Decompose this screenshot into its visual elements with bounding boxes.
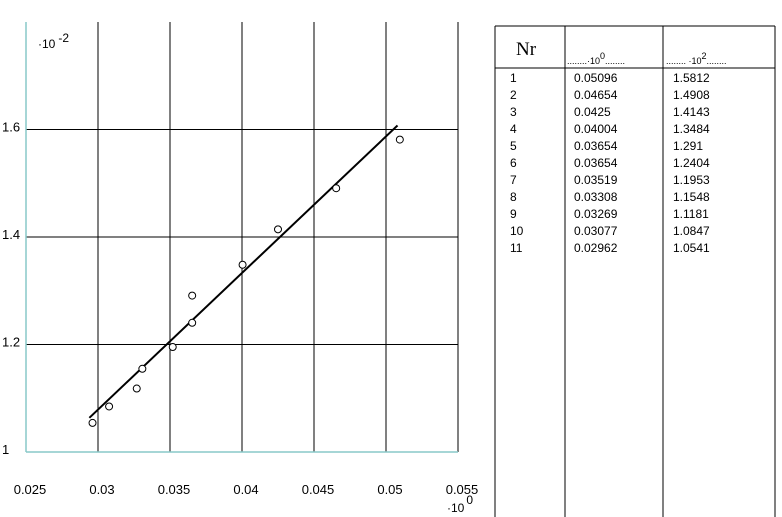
table-cell: 1.4908 (673, 88, 710, 102)
table-cell: 0.03077 (574, 224, 618, 238)
table-header: ........·100........ (567, 51, 625, 66)
data-point (238, 260, 247, 269)
header-text: ........ (605, 56, 625, 66)
table-cell: 0.02962 (574, 241, 618, 255)
table-cell: 1.1548 (673, 190, 710, 204)
table-cell: 0.03654 (574, 139, 618, 153)
table-cell: 0.04654 (574, 88, 618, 102)
x-tick-label: 0.035 (158, 482, 191, 497)
table-cell: 9 (510, 207, 517, 221)
header-sup: 0 (600, 51, 605, 61)
table-cell: 1.2404 (673, 156, 710, 170)
data-point (395, 135, 404, 144)
table-cell: 0.04004 (574, 122, 618, 136)
x-tick-label: 0.045 (302, 482, 335, 497)
x-multiplier: ·100 (447, 493, 473, 515)
table-cell: 7 (510, 173, 517, 187)
data-point (138, 364, 147, 373)
multiplier-exp: -2 (58, 31, 69, 45)
table-cell: 1.0541 (673, 241, 710, 255)
data-point (274, 225, 282, 234)
data-point (105, 402, 114, 411)
table-cell: 0.03308 (574, 190, 618, 204)
table-cell: 6 (510, 156, 517, 170)
table-cell: 0.03519 (574, 173, 618, 187)
x-tick-label: 0.03 (89, 482, 114, 497)
table-cell: 10 (510, 224, 524, 238)
table-cell: 0.05096 (574, 71, 618, 85)
table-cell: 1 (510, 71, 517, 85)
table-cell: 1.0847 (673, 224, 710, 238)
fit-line (88, 124, 399, 419)
table-cell: 1.5812 (673, 71, 710, 85)
data-point (188, 318, 197, 327)
table-cell: 5 (510, 139, 517, 153)
multiplier-base: ·10 (38, 37, 56, 51)
y-tick-label: 1.4 (2, 227, 20, 242)
table-cell: 1.3484 (673, 122, 710, 136)
header-text: ........ ·10 (666, 56, 702, 66)
header-sup: 2 (702, 51, 707, 61)
table-header: ........ ·102........ (666, 51, 727, 66)
table-cell: 1.1181 (673, 207, 709, 221)
table-header: Nr (516, 39, 537, 60)
table-cell: 4 (510, 122, 517, 136)
data-point (88, 418, 97, 427)
data-point (188, 291, 197, 300)
table-cell: 2 (510, 88, 517, 102)
x-tick-label: 0.04 (233, 482, 258, 497)
multiplier-exp: 0 (466, 493, 473, 507)
table-frame (494, 25, 776, 517)
table-cell: 1.1953 (673, 173, 710, 187)
multiplier-base: ·10 (447, 501, 465, 515)
table-cell: 0.03654 (574, 156, 618, 170)
table-cell: 11 (510, 241, 523, 255)
data-point (132, 384, 141, 393)
y-tick-label: 1.2 (2, 335, 20, 350)
y-multiplier: ·10 -2 (38, 31, 69, 51)
x-tick-label: 0.05 (377, 482, 402, 497)
data-point (168, 343, 177, 352)
x-tick-label: 0.025 (14, 482, 47, 497)
table-cell: 1.4143 (673, 105, 710, 119)
table-cell: 8 (510, 190, 517, 204)
table-cell: 0.03269 (574, 207, 618, 221)
x-tick-label: 0.055 (446, 482, 479, 497)
table-cell: 1.291 (673, 139, 703, 153)
y-tick-label: 1.6 (2, 120, 20, 135)
header-text: ........ (707, 56, 727, 66)
table-cell: 3 (510, 105, 517, 119)
data-point (332, 184, 341, 193)
y-tick-label: 1 (2, 442, 9, 457)
table-cell: 0.0425 (574, 105, 611, 119)
header-text: ........·10 (567, 56, 600, 66)
